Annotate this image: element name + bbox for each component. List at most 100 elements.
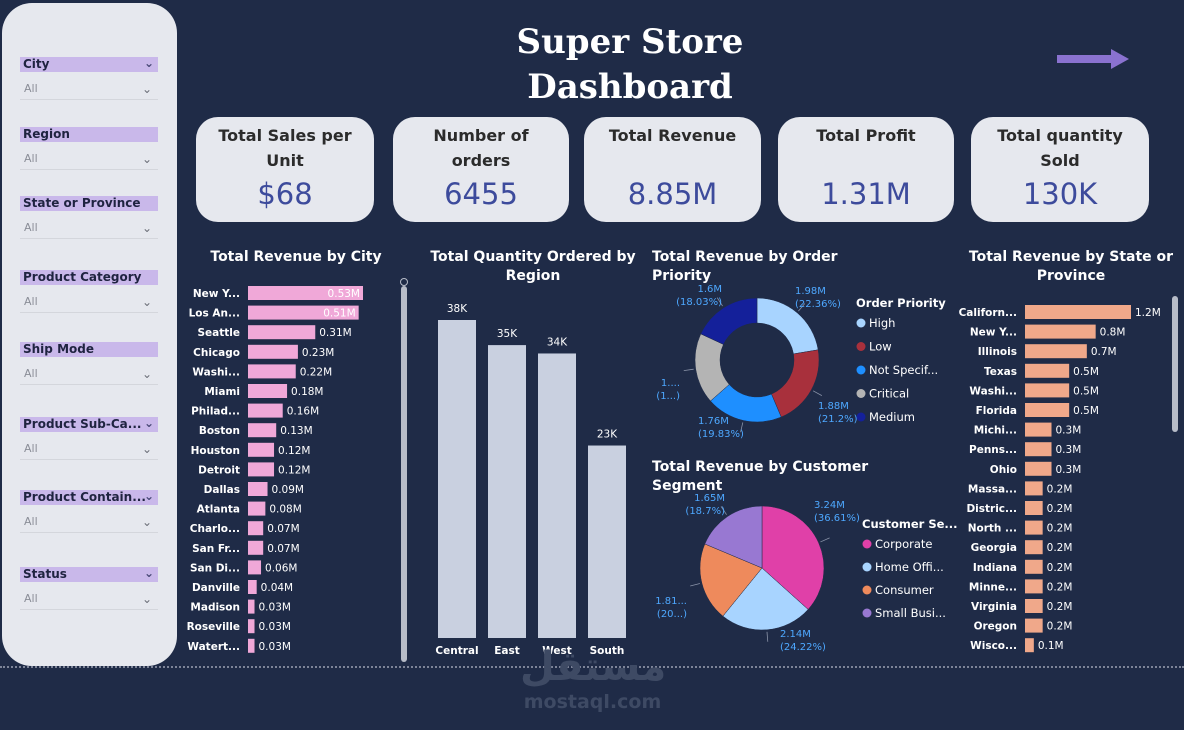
filter-product-category[interactable]: Product Category All ⌄ — [20, 270, 158, 313]
filter-product-category-dropdown[interactable]: All ⌄ — [20, 291, 158, 313]
filter-status-dropdown[interactable]: All ⌄ — [20, 588, 158, 610]
bar[interactable] — [438, 320, 476, 638]
legend-item[interactable]: Consumer — [875, 583, 934, 597]
bar[interactable] — [248, 482, 268, 496]
legend-item[interactable]: Corporate — [875, 537, 933, 551]
chevron-down-icon[interactable]: ⌄ — [141, 515, 152, 529]
bar[interactable] — [1025, 638, 1034, 653]
chevron-down-icon[interactable]: ⌄ — [141, 82, 152, 96]
legend-item[interactable]: Small Busi... — [875, 606, 946, 620]
chevron-down-icon[interactable]: ⌄ — [141, 442, 152, 456]
bar[interactable] — [248, 403, 283, 418]
filter-product-container-dropdown[interactable]: All ⌄ — [20, 511, 158, 533]
city-chart-scrollbar[interactable] — [401, 286, 407, 662]
collapse-chevron-icon[interactable]: ⌄ — [143, 567, 154, 580]
bar[interactable] — [1025, 599, 1043, 613]
legend-item[interactable]: High — [869, 316, 895, 330]
bar[interactable] — [248, 286, 363, 300]
filter-city[interactable]: City ⌄ All ⌄ — [20, 57, 158, 100]
bar[interactable] — [1025, 442, 1052, 457]
chevron-down-icon[interactable]: ⌄ — [141, 295, 152, 309]
bar[interactable] — [1025, 481, 1043, 496]
bar[interactable] — [1025, 305, 1131, 319]
category-label: Houston — [191, 445, 240, 457]
filter-ship-mode[interactable]: Ship Mode All ⌄ — [20, 342, 158, 385]
data-label: 0.1M — [1038, 640, 1064, 652]
state-chart-scrollbar[interactable] — [1172, 296, 1178, 432]
filter-product-subcategory[interactable]: Product Sub-Ca... ⌄ All ⌄ — [20, 417, 158, 460]
category-label: Georgia — [971, 542, 1017, 554]
category-label: New Y... — [970, 327, 1017, 339]
bar[interactable] — [1025, 363, 1070, 378]
bar[interactable] — [1025, 559, 1043, 574]
filter-state-dropdown[interactable]: All ⌄ — [20, 217, 158, 239]
bar[interactable] — [1025, 618, 1043, 633]
bar[interactable] — [248, 501, 266, 516]
filter-ship-mode-dropdown[interactable]: All ⌄ — [20, 363, 158, 385]
bar[interactable] — [248, 442, 275, 457]
slice[interactable] — [700, 297, 758, 345]
city-chart-scroll-handle[interactable] — [400, 278, 408, 286]
kpi-label: Total quantity Sold — [997, 126, 1123, 170]
bar[interactable] — [248, 540, 264, 555]
chevron-down-icon[interactable]: ⌄ — [141, 592, 152, 606]
data-label: 0.5M — [1073, 405, 1099, 417]
data-label: 0.12M — [278, 464, 310, 476]
bar[interactable] — [248, 599, 255, 614]
bar[interactable] — [588, 445, 626, 638]
data-label: 3.24M — [814, 500, 845, 511]
slice[interactable] — [699, 543, 763, 617]
bar[interactable] — [1025, 501, 1043, 515]
slice[interactable] — [704, 505, 763, 569]
bar[interactable] — [248, 305, 359, 320]
legend-item[interactable]: Low — [869, 340, 892, 354]
bar[interactable] — [248, 462, 275, 477]
bar[interactable] — [248, 364, 296, 379]
bar[interactable] — [1025, 422, 1052, 437]
bar[interactable] — [1025, 403, 1070, 417]
bar[interactable] — [248, 325, 316, 340]
bar[interactable] — [248, 423, 277, 438]
chevron-down-icon[interactable]: ⌄ — [141, 221, 152, 235]
legend-marker — [862, 608, 872, 618]
collapse-chevron-icon[interactable]: ⌄ — [143, 417, 154, 430]
bar[interactable] — [1025, 461, 1052, 476]
bar[interactable] — [1025, 579, 1043, 594]
filter-state[interactable]: State or Province All ⌄ — [20, 196, 158, 239]
bar[interactable] — [1025, 344, 1087, 359]
legend-item[interactable]: Medium — [869, 410, 915, 424]
legend-item[interactable]: Critical — [869, 387, 909, 401]
slice[interactable] — [771, 349, 820, 418]
data-label: 0.53M — [328, 288, 360, 300]
data-label: 0.2M — [1047, 483, 1073, 495]
filter-status[interactable]: Status ⌄ All ⌄ — [20, 567, 158, 610]
bar[interactable] — [248, 521, 264, 536]
bar[interactable] — [248, 619, 255, 634]
collapse-chevron-icon[interactable]: ⌄ — [143, 490, 154, 503]
bar[interactable] — [248, 638, 255, 653]
bar[interactable] — [1025, 324, 1096, 339]
filter-product-container[interactable]: Product Contain... ⌄ All ⌄ — [20, 490, 158, 533]
slice[interactable] — [761, 505, 825, 610]
filter-city-dropdown[interactable]: All ⌄ — [20, 78, 158, 100]
legend-item[interactable]: Home Offi... — [875, 560, 944, 574]
bar[interactable] — [538, 353, 576, 638]
chevron-down-icon[interactable]: ⌄ — [141, 367, 152, 381]
bar[interactable] — [248, 560, 262, 575]
filter-region[interactable]: Region All ⌄ — [20, 127, 158, 170]
bar[interactable] — [488, 345, 526, 638]
arrow-right-icon[interactable] — [1055, 47, 1131, 71]
slice[interactable] — [722, 567, 809, 631]
legend-item[interactable]: Not Specif... — [869, 363, 938, 377]
bar[interactable] — [248, 384, 288, 398]
bar[interactable] — [1025, 383, 1070, 398]
bar[interactable] — [248, 580, 257, 594]
chevron-down-icon[interactable]: ⌄ — [141, 152, 152, 166]
bar[interactable] — [1025, 540, 1043, 555]
bar[interactable] — [1025, 520, 1043, 535]
collapse-chevron-icon[interactable]: ⌄ — [143, 57, 154, 70]
filter-product-subcategory-dropdown[interactable]: All ⌄ — [20, 438, 158, 460]
bar[interactable] — [248, 344, 298, 359]
filter-ship-mode-label: Ship Mode — [23, 342, 94, 356]
filter-region-dropdown[interactable]: All ⌄ — [20, 148, 158, 170]
